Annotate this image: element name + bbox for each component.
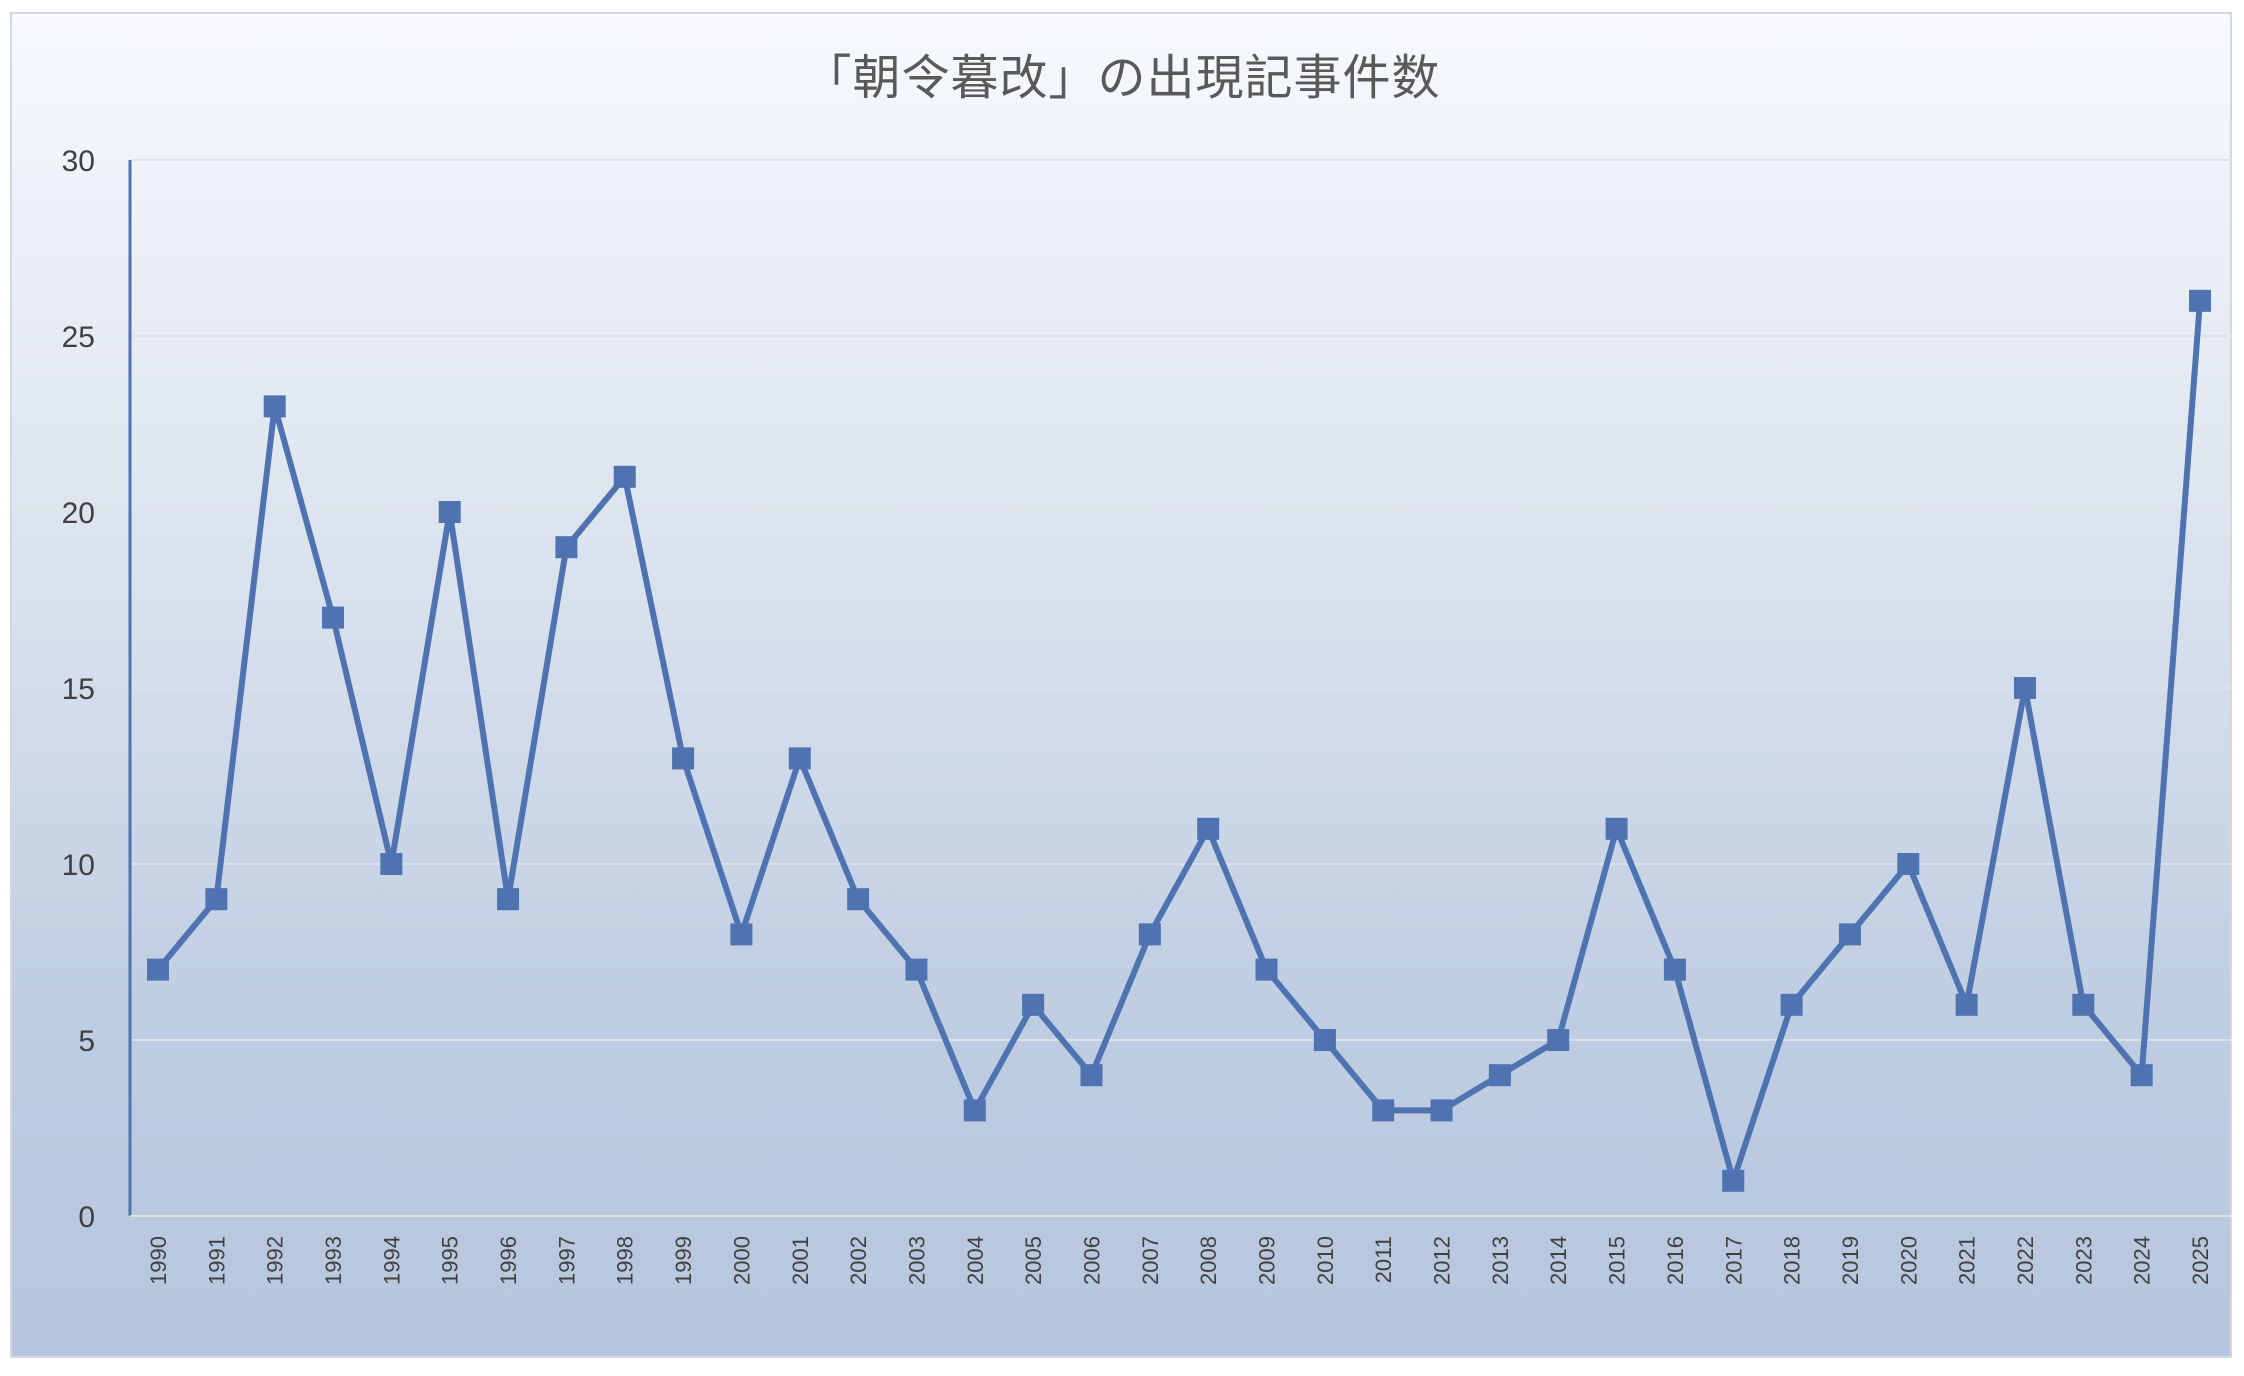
x-tick-label: 2008 [1196,1236,1221,1285]
data-point-marker [1197,817,1220,840]
series-line-group [155,300,2203,1184]
x-tick-label: 2023 [2071,1236,2096,1285]
x-tick-label: 2012 [1430,1236,1455,1285]
data-point-marker [555,536,578,559]
data-point-marker [1255,958,1278,981]
x-tick-label: 2018 [1780,1236,1805,1285]
data-point-marker [2013,677,2036,699]
x-tick-label: 2024 [2130,1236,2155,1285]
x-tick-label: 2014 [1546,1236,1571,1285]
x-tick-label: 1993 [321,1236,346,1285]
x-tick-label: 2015 [1605,1236,1630,1285]
data-point-marker [847,888,870,911]
x-tick-label: 2022 [2013,1236,2038,1285]
x-tick-label: 2017 [1721,1236,1746,1285]
x-tick-label: 2007 [1138,1236,1163,1285]
x-tick-label: 1999 [671,1236,696,1285]
x-tick-label: 2020 [1896,1236,1921,1285]
series-markers [147,289,2211,1192]
x-axis-tick-labels: 1990 1991 1992 1993 1994 1995 1996 1997 1998 1999… [146,1236,2213,1285]
x-tick-label: 2003 [904,1236,929,1285]
data-point-marker [2072,993,2095,1016]
data-point-marker [1780,993,1803,1016]
y-tick-label: 5 [78,1025,95,1058]
data-point-marker [1372,1099,1395,1122]
gridlines [130,159,2232,1041]
x-tick-label: 2001 [788,1236,813,1285]
data-point-marker [672,747,695,770]
data-point-marker [1430,1099,1453,1122]
data-point-marker [1080,1064,1103,1087]
data-point-marker [380,853,403,875]
data-point-marker [1605,817,1628,840]
data-point-marker [322,606,345,629]
data-point-marker [263,395,286,418]
x-tick-label: 2006 [1079,1236,1104,1285]
data-point-marker [905,958,928,981]
x-tick-label: 1994 [379,1236,404,1285]
y-tick-label: 15 [62,673,95,706]
data-point-marker [788,747,811,770]
data-point-marker [1138,923,1161,946]
data-point-marker [963,1099,986,1122]
data-point-marker [1838,923,1861,946]
data-point-marker [1547,1029,1570,1051]
data-point-marker [1488,1064,1511,1087]
x-tick-label: 2002 [846,1236,871,1285]
y-axis-tick-labels: 0 5 10 15 20 25 30 [62,145,95,1234]
data-point-marker [1313,1029,1336,1051]
data-point-marker [147,958,169,981]
x-tick-label: 2025 [2188,1236,2213,1285]
x-tick-label: 2019 [1838,1236,1863,1285]
series-line [155,300,2203,1184]
data-point-marker [1722,1169,1745,1192]
chart-title: 「朝令暮改」の出現記事件数 [803,50,1441,106]
x-tick-label: 2005 [1021,1236,1046,1285]
x-tick-label: 1998 [613,1236,638,1285]
x-tick-label: 2016 [1663,1236,1688,1285]
y-tick-label: 25 [62,321,95,354]
x-tick-label: 1990 [146,1236,171,1285]
x-tick-label: 1995 [438,1236,463,1285]
x-tick-label: 1997 [554,1236,579,1285]
chart-area [10,12,2232,1358]
data-point-marker [613,465,636,488]
x-tick-label: 2004 [963,1236,988,1285]
data-point-marker [1022,993,1045,1016]
y-tick-label: 10 [62,849,95,882]
data-point-marker [497,888,520,911]
x-tick-label: 2013 [1488,1236,1513,1285]
x-tick-label: 2010 [1313,1236,1338,1285]
x-tick-label: 2009 [1255,1236,1280,1285]
data-point-marker [2130,1064,2153,1087]
x-tick-label: 1991 [204,1236,229,1285]
data-point-marker [438,501,461,523]
data-point-marker [2189,289,2211,312]
data-point-marker [730,923,753,946]
x-tick-label: 1992 [263,1236,288,1285]
y-tick-label: 0 [78,1201,95,1234]
data-point-marker [1955,993,1978,1016]
x-tick-label: 2000 [729,1236,754,1285]
data-point-marker [205,888,228,911]
x-tick-label: 2011 [1371,1236,1396,1283]
y-tick-label: 20 [62,497,95,530]
data-point-marker [1897,853,1920,875]
x-tick-label: 2021 [1955,1236,1980,1285]
data-point-marker [1663,958,1686,981]
y-tick-label: 30 [62,145,95,178]
x-tick-label: 1996 [496,1236,521,1285]
